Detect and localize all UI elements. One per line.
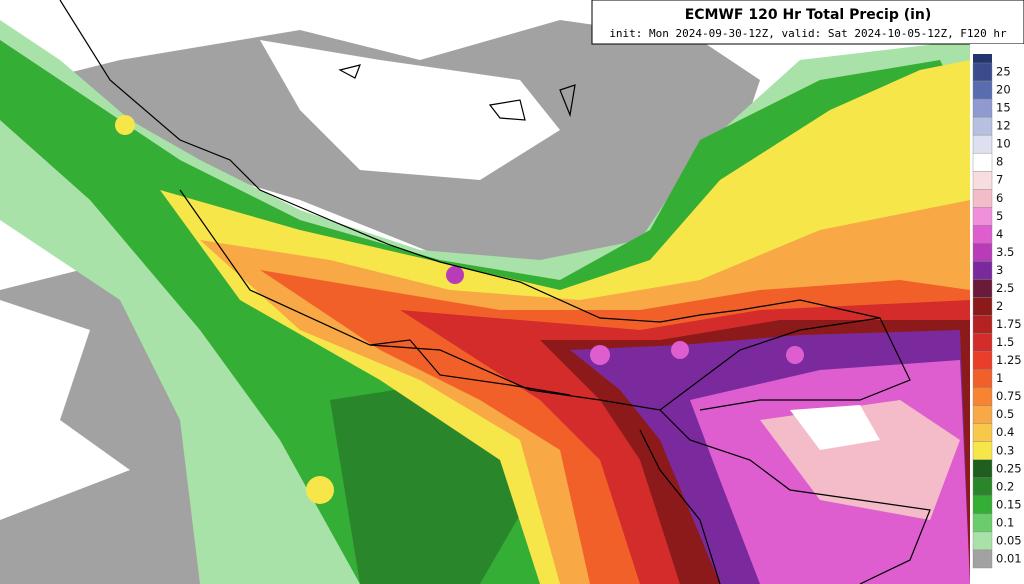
colorbar-label: 0.4 — [996, 425, 1014, 439]
colorbar-swatch — [972, 315, 993, 334]
colorbar-swatch — [972, 189, 993, 208]
colorbar-swatch — [972, 261, 993, 280]
colorbar-label: 0.25 — [996, 461, 1022, 475]
colorbar-label: 7 — [996, 173, 1003, 187]
colorbar-swatch — [972, 459, 993, 479]
colorbar-label: 0.05 — [996, 533, 1022, 547]
colorbar-label: 8 — [996, 155, 1003, 169]
colorbar-label: 2 — [996, 299, 1003, 313]
colorbar-swatch — [972, 513, 993, 533]
colorbar-label: 5 — [996, 209, 1003, 223]
colorbar-swatch — [972, 405, 993, 424]
colorbar-swatch — [972, 62, 993, 82]
colorbar-swatch — [972, 441, 993, 460]
colorbar-swatch — [972, 297, 993, 316]
colorbar-swatch — [972, 98, 993, 118]
colorbar-swatch — [972, 531, 993, 551]
title: ECMWF 120 Hr Total Precip (in) — [685, 7, 932, 23]
colorbar-swatch — [972, 225, 993, 244]
colorbar-label: 1.75 — [996, 317, 1022, 331]
colorbar-swatch — [972, 152, 993, 172]
colorbar-label: 3 — [996, 263, 1003, 277]
colorbar: 25 20 15 12 10 8 7 6 5 4 3.5 3 2.5 2 1.75 1.5 1.25 1 0.75 0… — [972, 62, 1022, 569]
colorbar-swatch — [972, 423, 993, 442]
borders — [59, 0, 931, 584]
colorbar-label: 2.5 — [996, 281, 1014, 295]
colorbar-swatch — [972, 171, 993, 190]
title-box: ECMWF 120 Hr Total Precip (in) init: Mon… — [591, 0, 1024, 45]
colorbar-swatch — [972, 80, 993, 100]
colorbar-label: 20 — [996, 83, 1011, 97]
colorbar-swatch — [972, 495, 993, 515]
colorbar-label: 0.2 — [996, 479, 1014, 493]
colorbar-label: 4 — [996, 227, 1003, 241]
colorbar-label: 25 — [996, 65, 1011, 79]
colorbar-swatch — [972, 477, 993, 497]
colorbar-label: 0.1 — [996, 515, 1014, 529]
colorbar-label: 0.01 — [996, 551, 1022, 565]
colorbar-swatch — [972, 351, 993, 370]
colorbar-swatch — [972, 243, 993, 262]
colorbar-swatch — [972, 369, 993, 388]
colorbar-swatch — [972, 549, 993, 569]
colorbar-swatch — [972, 134, 993, 154]
subtitle: init: Mon 2024-09-30-12Z, valid: Sat 202… — [609, 27, 1007, 40]
colorbar-label: 10 — [996, 137, 1011, 151]
colorbar-swatch — [972, 207, 993, 226]
colorbar-swatch — [972, 387, 993, 406]
colorbar-swatch — [972, 333, 993, 352]
colorbar-label: 1 — [996, 371, 1003, 385]
colorbar-label: 3.5 — [996, 245, 1014, 259]
colorbar-swatch — [972, 116, 993, 136]
colorbar-label: 1.25 — [996, 353, 1022, 367]
colorbar-label: 0.15 — [996, 497, 1022, 511]
colorbar-label: 0.3 — [996, 443, 1014, 457]
colorbar-label: 6 — [996, 191, 1003, 205]
colorbar-label: 0.5 — [996, 407, 1014, 421]
colorbar-label: 0.75 — [996, 389, 1022, 403]
colorbar-label: 12 — [996, 119, 1011, 133]
colorbar-label: 1.5 — [996, 335, 1014, 349]
colorbar-label: 15 — [996, 101, 1011, 115]
colorbar-cap — [973, 54, 992, 63]
colorbar-swatch — [972, 279, 993, 298]
precip-field — [0, 20, 970, 584]
